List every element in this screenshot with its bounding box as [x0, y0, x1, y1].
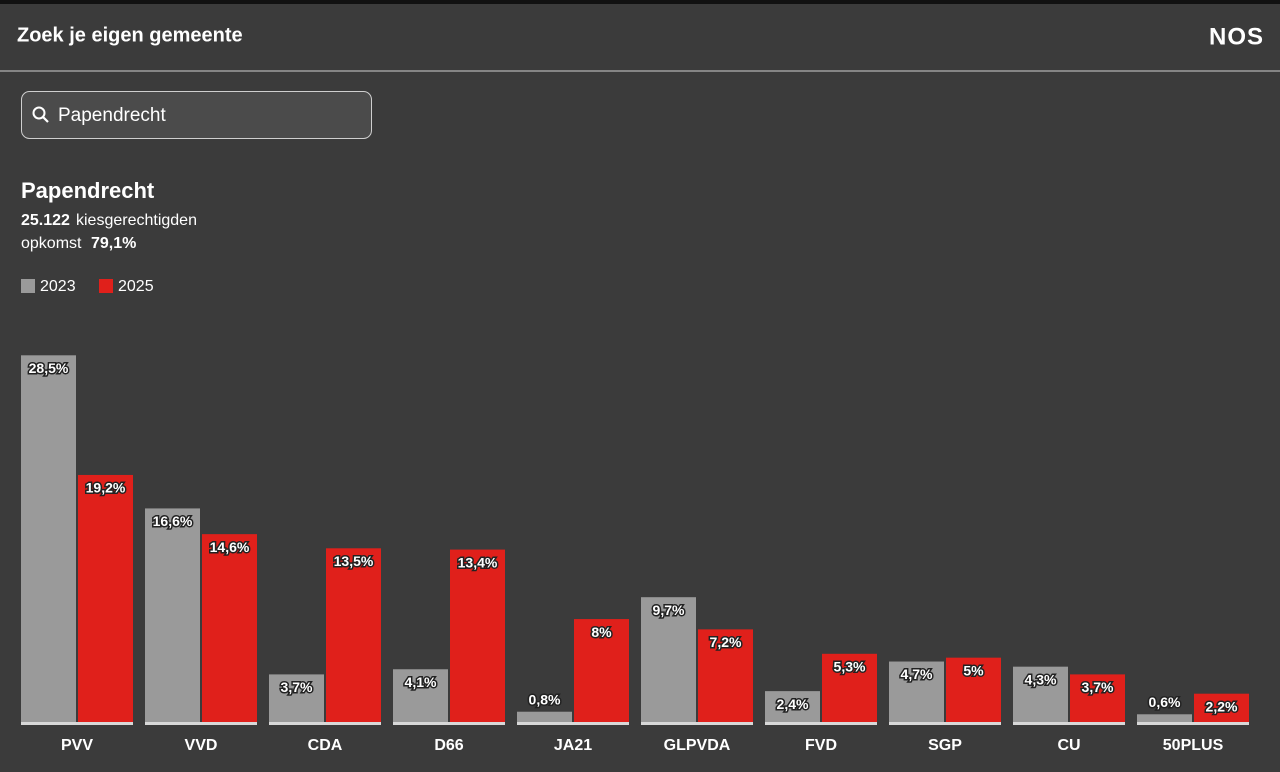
- category-label: FVD: [805, 737, 837, 754]
- bar: [765, 691, 820, 722]
- voters-count: 25.122: [21, 212, 70, 229]
- top-strip: [0, 0, 1280, 4]
- baseline: [889, 722, 1001, 725]
- value-label: 13,5%: [334, 553, 374, 569]
- category-label: PVV: [61, 737, 93, 754]
- value-label: 28,5%: [29, 360, 69, 376]
- value-label: 2,2%: [1206, 698, 1238, 714]
- baseline: [269, 722, 381, 725]
- bar: [78, 474, 133, 722]
- bar: [1137, 714, 1192, 722]
- category-label: VVD: [185, 737, 218, 754]
- bar: [889, 661, 944, 722]
- value-label: 19,2%: [86, 480, 126, 496]
- baseline: [393, 722, 505, 725]
- value-label: 4,3%: [1025, 671, 1057, 687]
- voters-label: kiesgerechtigden: [76, 212, 197, 229]
- bar: [574, 619, 629, 722]
- bar: [1013, 666, 1068, 722]
- value-label: 9,7%: [653, 602, 685, 618]
- category-label: 50PLUS: [1163, 737, 1224, 754]
- baseline: [145, 722, 257, 725]
- value-label: 4,7%: [901, 666, 933, 682]
- search-icon-handle: [42, 116, 49, 123]
- legend-label: 2025: [118, 278, 154, 295]
- value-label: 4,1%: [405, 674, 437, 690]
- legend-swatch: [99, 279, 113, 293]
- category-label: SGP: [928, 737, 962, 754]
- bar: [326, 548, 381, 722]
- bar: [822, 653, 877, 722]
- value-label: 2,4%: [777, 696, 809, 712]
- logo[interactable]: NOS: [1209, 23, 1264, 50]
- value-label: 13,4%: [458, 554, 498, 570]
- value-label: 7,2%: [710, 634, 742, 650]
- value-label: 8%: [591, 624, 612, 640]
- category-label: D66: [434, 737, 463, 754]
- bar: [450, 549, 505, 722]
- baseline: [1013, 722, 1125, 725]
- value-label: 16,6%: [153, 513, 193, 529]
- bar: [269, 674, 324, 722]
- bar: [517, 711, 572, 722]
- search-text[interactable]: Papendrecht: [58, 105, 166, 126]
- baseline: [1137, 722, 1249, 725]
- baseline: [21, 722, 133, 725]
- search-icon: [32, 106, 46, 120]
- value-label: 14,6%: [210, 539, 250, 555]
- bar: [698, 629, 753, 722]
- category-label: JA21: [554, 737, 592, 754]
- value-label: 5%: [963, 662, 984, 678]
- municipality-name: Papendrecht: [21, 178, 155, 203]
- category-label: CDA: [308, 737, 343, 754]
- bar: [1070, 674, 1125, 722]
- turnout-value: 79,1%: [91, 235, 136, 252]
- bar: [202, 534, 257, 722]
- bar: [641, 597, 696, 722]
- baseline: [517, 722, 629, 725]
- value-label: 0,8%: [529, 691, 561, 707]
- bar: [21, 355, 76, 722]
- bar: [393, 669, 448, 722]
- turnout-label: opkomst: [21, 235, 82, 252]
- value-label: 3,7%: [281, 679, 313, 695]
- value-label: 3,7%: [1082, 679, 1114, 695]
- header-title: Zoek je eigen gemeente: [17, 24, 243, 46]
- category-label: GLPVDA: [664, 737, 731, 754]
- legend-swatch: [21, 279, 35, 293]
- value-label: 0,6%: [1149, 694, 1181, 710]
- search-box[interactable]: [21, 91, 372, 139]
- legend-label: 2023: [40, 278, 76, 295]
- baseline: [641, 722, 753, 725]
- category-label: CU: [1057, 737, 1080, 754]
- bar: [145, 508, 200, 722]
- bar: [1194, 693, 1249, 722]
- value-label: 5,3%: [834, 659, 866, 675]
- baseline: [765, 722, 877, 725]
- bar: [946, 657, 1001, 722]
